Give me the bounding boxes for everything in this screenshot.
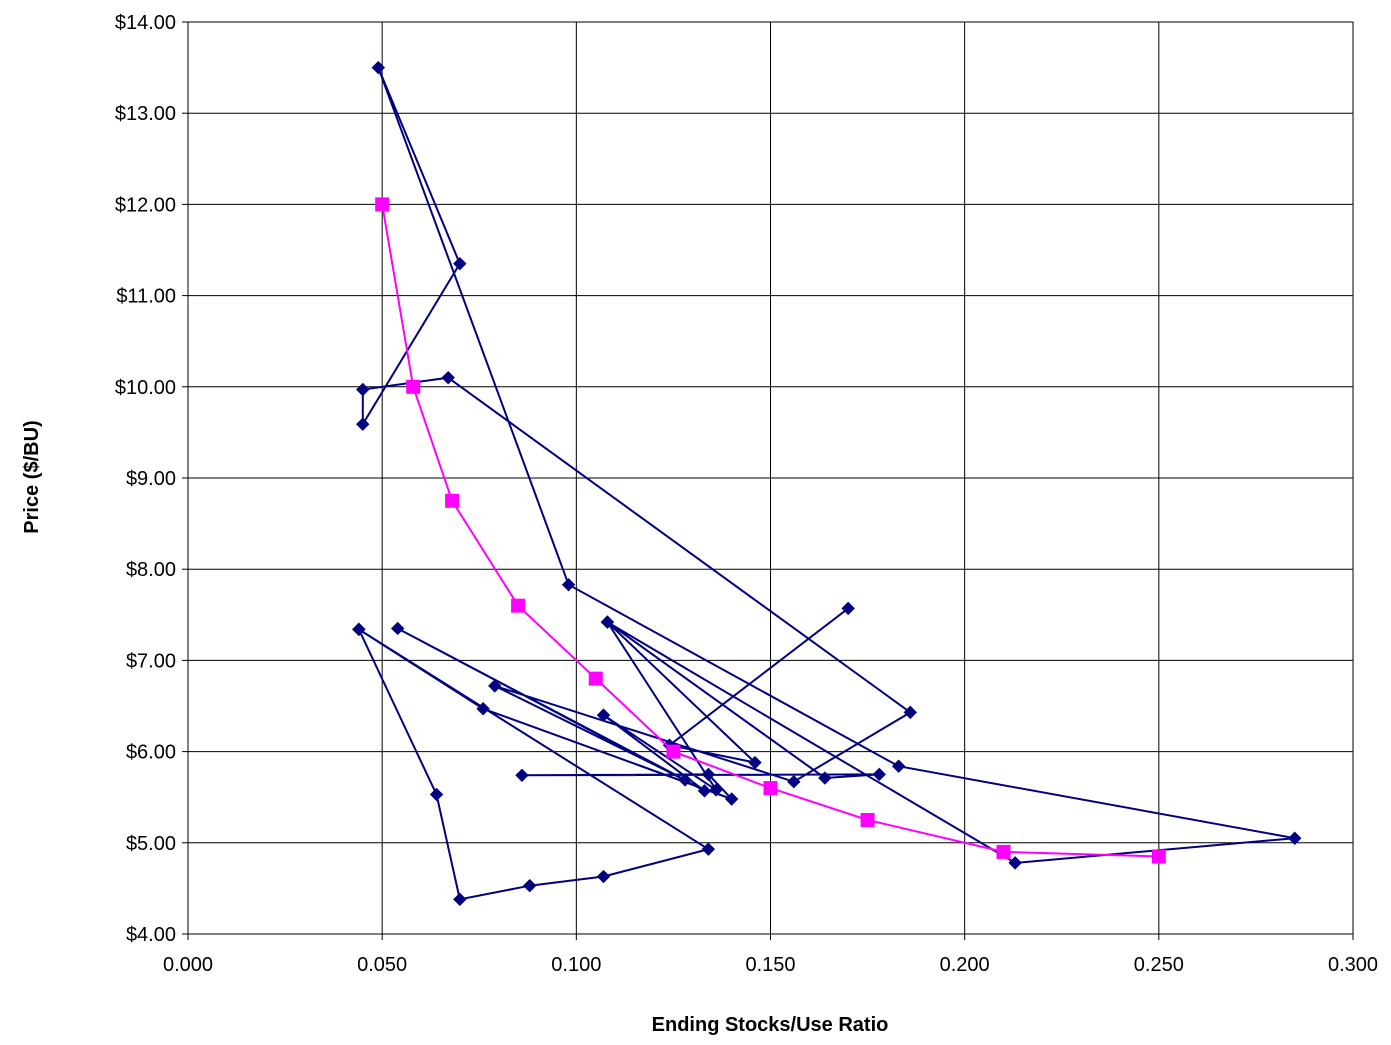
data-point-square [406,379,421,394]
data-point-square [996,844,1011,859]
data-point-diamond [441,370,455,385]
y-tick-label: $6.00 [126,742,176,764]
gridlines [187,21,1354,935]
y-tick-label: $4.00 [126,924,176,946]
data-point-diamond [488,679,502,693]
data-point-diamond [453,892,467,907]
data-point-diamond [841,601,855,616]
data-point-diamond [709,783,723,797]
data-point-diamond [872,767,886,782]
y-tick-label: $7.00 [126,650,176,672]
x-tick-label: 0.200 [940,954,990,976]
y-tick-label: $14.00 [115,12,176,34]
data-point-diamond [596,708,611,722]
data-point-diamond [600,615,615,629]
y-tick-label: $9.00 [126,468,176,490]
x-tick-label: 0.000 [163,954,213,976]
data-point-square [860,813,875,827]
axes: $4.00 $5.00 $6.00 $7.00 $8.00 $9.00 $10.00 $11.… [115,12,1378,976]
data-point-diamond [390,621,405,636]
data-point-diamond [476,702,490,716]
data-point-diamond [596,869,611,884]
data-point-diamond [1008,856,1022,870]
data-point-diamond [678,773,692,787]
series-2-line [381,204,1159,858]
data-point-diamond [1288,831,1302,845]
y-tick-label: $10.00 [115,377,176,399]
data-point-diamond [515,768,529,783]
data-point-diamond [561,577,576,592]
y-tick-label: $12.00 [115,194,176,216]
data-point-diamond [818,771,832,785]
y-tick-label: $5.00 [126,833,176,855]
y-tick-label: $8.00 [126,559,176,581]
data-point-diamond [352,622,366,637]
data-point-diamond [697,784,712,798]
data-point-square [763,781,778,796]
data-point-square [588,671,603,686]
data-point-square [445,493,460,508]
data-point-diamond [429,787,444,802]
data-point-diamond [748,755,762,770]
data-point-diamond [724,792,739,806]
y-tick-label: $11.00 [116,286,176,308]
data-point-diamond [891,759,906,773]
x-tick-label: 0.050 [357,954,407,976]
y-tick-label: $13.00 [115,103,176,125]
data-point-square [1151,849,1166,864]
data-point-square [666,744,681,759]
x-tick-label: 0.250 [1134,954,1184,976]
x-tick-label: 0.300 [1328,954,1378,976]
data-point-diamond [701,767,716,782]
data-series [352,60,1302,907]
data-point-diamond [356,417,370,431]
y-axis-title: Price ($/BU) [21,420,43,533]
x-tick-label: 0.150 [745,954,795,976]
series-2 [375,197,1166,864]
x-axis-title: Ending Stocks/Use Ratio [652,1014,889,1036]
data-point-diamond [701,842,716,856]
x-tick-label: 0.100 [551,954,601,976]
data-point-square [375,197,390,212]
data-point-diamond [523,878,537,893]
data-point-diamond [356,382,370,397]
data-point-diamond [903,705,918,720]
data-point-square [511,598,526,613]
data-point-diamond [453,256,467,271]
data-point-diamond [371,60,385,75]
data-point-diamond [787,774,801,789]
